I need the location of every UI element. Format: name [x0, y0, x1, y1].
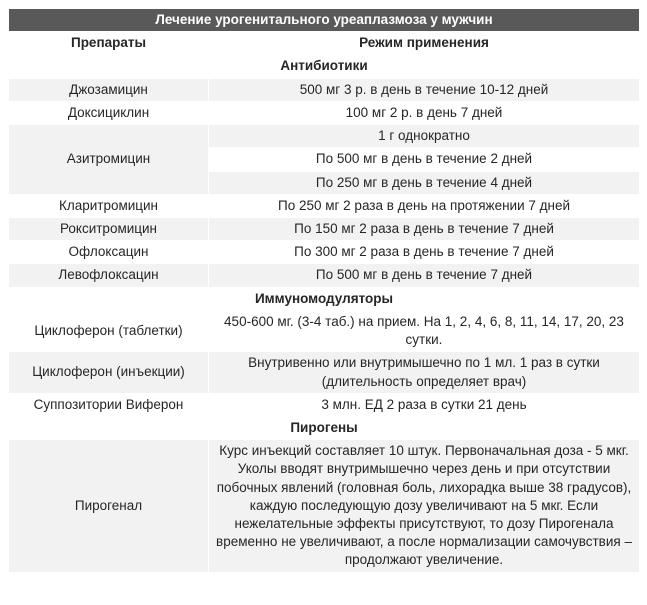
section-header: Антибиотики	[9, 55, 640, 78]
drug-name: Циклоферон (таблетки)	[9, 310, 209, 351]
drug-name: Пирогенал	[9, 440, 209, 573]
section-header-row: Антибиотики	[9, 55, 640, 78]
table-row: Джозамицин500 мг 3 р. в день в течение 1…	[9, 78, 640, 101]
table-title-row: Лечение урогенитального уреаплазмоза у м…	[9, 9, 640, 32]
table-row: Азитромицин1 г однократно	[9, 125, 640, 148]
regimen-text: Внутривенно или внутримышечно по 1 мл. 1…	[209, 352, 640, 393]
drug-name: Азитромицин	[9, 125, 209, 195]
section-header: Пирогены	[9, 416, 640, 439]
section-header: Иммуномодуляторы	[9, 287, 640, 310]
drug-name: Суппозитории Виферон	[9, 393, 209, 416]
table-row: Суппозитории Виферон3 млн. ЕД 2 раза в с…	[9, 393, 640, 416]
col-header-drug: Препараты	[9, 32, 209, 55]
regimen-text: 1 г однократно	[209, 125, 640, 148]
table-header-row: ПрепаратыРежим применения	[9, 32, 640, 55]
table-title: Лечение урогенитального уреаплазмоза у м…	[9, 9, 640, 32]
section-header-row: Пирогены	[9, 416, 640, 439]
table-row: КларитромицинПо 250 мг 2 раза в день на …	[9, 194, 640, 217]
table-row: Циклоферон (инъекции)Внутривенно или вну…	[9, 352, 640, 393]
drug-name: Рокситромицин	[9, 217, 209, 240]
table-row: ЛевофлоксацинПо 500 мг в день в течение …	[9, 264, 640, 287]
table-row: Циклоферон (таблетки)450-600 мг. (3-4 та…	[9, 310, 640, 351]
regimen-text: 450-600 мг. (3-4 таб.) на прием. На 1, 2…	[209, 310, 640, 351]
drug-name: Кларитромицин	[9, 194, 209, 217]
regimen-text: По 250 мг в день в течение 4 дней	[209, 171, 640, 194]
drug-name: Джозамицин	[9, 78, 209, 101]
table-row: РокситромицинПо 150 мг 2 раза в день в т…	[9, 217, 640, 240]
section-header-row: Иммуномодуляторы	[9, 287, 640, 310]
treatment-table: Лечение урогенитального уреаплазмоза у м…	[8, 8, 640, 573]
table-row: ПирогеналКурс инъекций составляет 10 шту…	[9, 440, 640, 573]
regimen-text: По 250 мг 2 раза в день на протяжении 7 …	[209, 194, 640, 217]
regimen-text: 3 млн. ЕД 2 раза в сутки 21 день	[209, 393, 640, 416]
regimen-text: По 500 мг в день в течение 7 дней	[209, 264, 640, 287]
drug-name: Офлоксацин	[9, 241, 209, 264]
table-row: ОфлоксацинПо 300 мг 2 раза в день в тече…	[9, 241, 640, 264]
regimen-text: По 500 мг в день в течение 2 дней	[209, 148, 640, 171]
regimen-text: Курс инъекций составляет 10 штук. Первон…	[209, 440, 640, 573]
regimen-text: 100 мг 2 р. в день 7 дней	[209, 101, 640, 124]
regimen-text: 500 мг 3 р. в день в течение 10-12 дней	[209, 78, 640, 101]
drug-name: Левофлоксацин	[9, 264, 209, 287]
regimen-text: По 150 мг 2 раза в день в течение 7 дней	[209, 217, 640, 240]
regimen-text: По 300 мг 2 раза в день в течение 7 дней	[209, 241, 640, 264]
drug-name: Доксициклин	[9, 101, 209, 124]
drug-name: Циклоферон (инъекции)	[9, 352, 209, 393]
col-header-regimen: Режим применения	[209, 32, 640, 55]
table-row: Доксициклин100 мг 2 р. в день 7 дней	[9, 101, 640, 124]
